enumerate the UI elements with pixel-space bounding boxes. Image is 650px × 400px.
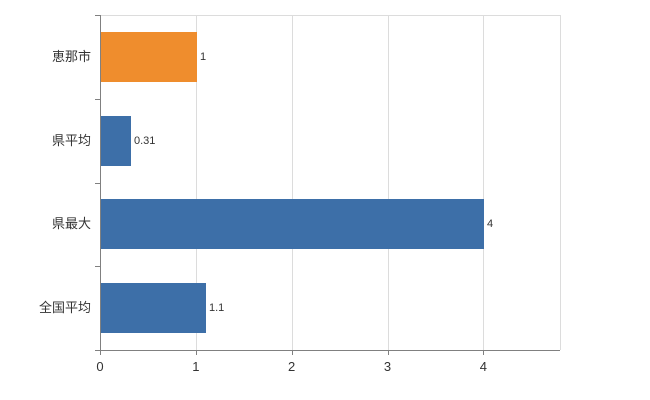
x-tick-label: 2 [288, 359, 296, 374]
plot-border-top [100, 15, 560, 16]
y-axis-tick [95, 350, 100, 351]
y-axis-tick [95, 183, 100, 184]
x-tick-label: 4 [479, 359, 487, 374]
x-axis-tick [100, 350, 101, 355]
gridline-vertical [195, 15, 197, 350]
x-axis-line [95, 350, 560, 351]
x-tick-label: 1 [192, 359, 200, 374]
y-axis-tick [95, 15, 100, 16]
category-label: 県最大 [51, 216, 91, 231]
y-axis-tick [95, 99, 100, 100]
x-axis-tick [195, 350, 197, 355]
bar-value-label: 4 [487, 218, 494, 230]
bar [101, 116, 131, 166]
y-axis-line [100, 15, 101, 351]
bar-value-label: 0.31 [134, 135, 156, 147]
category-label: 県平均 [51, 133, 91, 148]
bar [101, 32, 197, 82]
x-tick-label: 3 [383, 359, 392, 374]
bar [101, 199, 484, 249]
y-axis-tick [95, 266, 100, 267]
category-label: 恵那市 [51, 49, 91, 64]
x-axis-tick [291, 350, 293, 355]
category-label: 全国平均 [38, 300, 91, 315]
gridline-vertical [387, 15, 389, 350]
x-axis-tick [387, 350, 389, 355]
gridline-vertical [291, 15, 293, 350]
gridline-vertical [483, 15, 485, 350]
bar-value-label: 1 [200, 51, 207, 63]
bar-value-label: 1.1 [209, 302, 225, 314]
x-axis-tick [483, 350, 485, 355]
plot-border-right [560, 15, 561, 350]
x-tick-label: 0 [96, 359, 104, 374]
bar [101, 283, 206, 333]
